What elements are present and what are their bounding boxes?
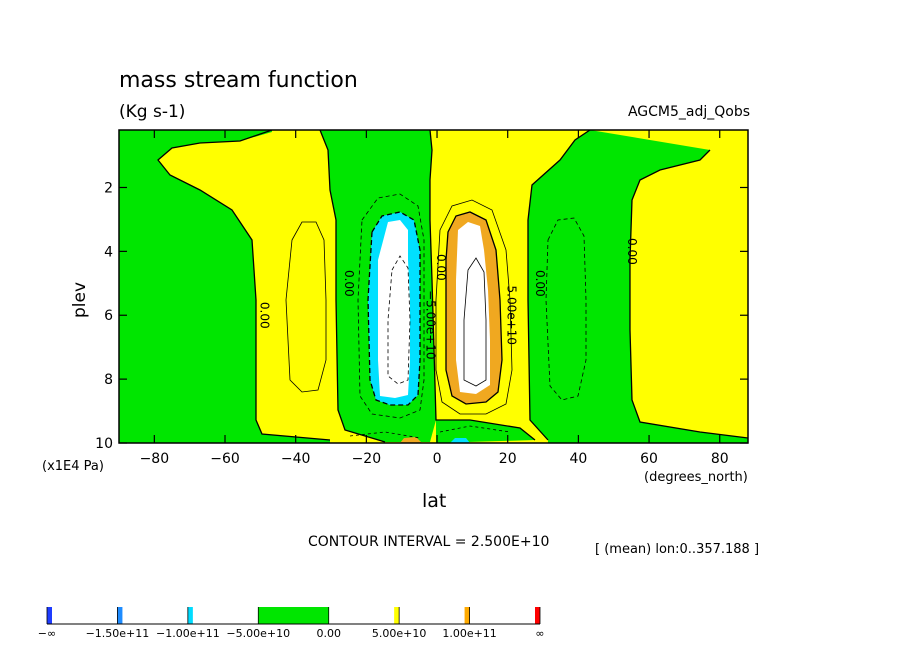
colorbar-label: ∞ bbox=[535, 627, 544, 640]
x-tick-label: −60 bbox=[210, 451, 240, 467]
contour-label: 0.00 bbox=[434, 254, 448, 281]
x-tick-label: 20 bbox=[499, 451, 517, 467]
contour-field: 0.00 0.00 0.00 0.00 0.00 −5.00e+10 5.00e+10 bbox=[119, 130, 748, 443]
y-axis-unit: (x1E4 Pa) bbox=[42, 459, 104, 474]
negative-region-sh bbox=[119, 130, 330, 443]
colorbar-label: −1.50e+11 bbox=[86, 627, 150, 640]
x-tick-label: 40 bbox=[569, 451, 587, 467]
plot-frame bbox=[118, 129, 749, 444]
contour-label: 5.00e+10 bbox=[505, 286, 519, 345]
colorbar-label: −∞ bbox=[38, 627, 56, 640]
x-axis-label: lat bbox=[422, 490, 447, 512]
mean-longitude-note: [ (mean) lon:0..357.188 ] bbox=[595, 542, 760, 557]
y-tick-label: 6 bbox=[104, 308, 113, 324]
negative-region-bottom bbox=[436, 420, 535, 443]
x-tick-label: −80 bbox=[140, 451, 170, 467]
colorbar-swatch bbox=[535, 607, 540, 624]
colorbar-swatch bbox=[394, 607, 400, 624]
sh-core bbox=[378, 220, 410, 398]
colorbar-swatch bbox=[187, 607, 193, 624]
colorbar-label: 0.00 bbox=[316, 627, 341, 640]
contour-interval: CONTOUR INTERVAL = 2.500E+10 bbox=[308, 534, 550, 550]
x-axis-ticks: −80 −60 −40 −20 0 20 40 60 80 bbox=[140, 130, 729, 467]
chart-units: (Kg s-1) bbox=[119, 102, 186, 122]
x-tick-label: 80 bbox=[711, 451, 729, 467]
x-tick-label: 60 bbox=[640, 451, 658, 467]
x-tick-label: −20 bbox=[352, 451, 382, 467]
x-axis-unit: (degrees_north) bbox=[644, 470, 748, 485]
y-tick-label: 10 bbox=[95, 436, 113, 452]
colorbar: −∞ −1.50e+11 −1.00e+11 −5.00e+10 0.00 5.00e+1… bbox=[38, 607, 545, 640]
contour-label: 0.00 bbox=[625, 238, 639, 265]
contour-label-group: 0.00 0.00 0.00 0.00 0.00 −5.00e+10 5.00e+10 bbox=[257, 238, 639, 360]
nh-core bbox=[456, 222, 490, 394]
contour-label: 0.00 bbox=[533, 270, 547, 297]
colorbar-swatch bbox=[117, 607, 123, 624]
colorbar-label: 5.00e+10 bbox=[372, 627, 426, 640]
bottom-cyan-blob bbox=[450, 438, 470, 443]
y-axis-ticks: 2 4 6 8 10 bbox=[95, 180, 748, 452]
y-tick-label: 8 bbox=[104, 372, 113, 388]
y-tick-label: 4 bbox=[104, 244, 113, 260]
y-tick-label: 2 bbox=[104, 180, 113, 196]
colorbar-swatch bbox=[464, 607, 470, 624]
negative-region-nh bbox=[528, 130, 748, 443]
contour-label: 0.00 bbox=[257, 302, 271, 329]
contour-label: −5.00e+10 bbox=[423, 290, 437, 359]
chart-title: mass stream function bbox=[119, 68, 358, 93]
colorbar-label: 1.00e+11 bbox=[442, 627, 496, 640]
contour-label: 0.00 bbox=[342, 270, 356, 297]
dataset-name: AGCM5_adj_Qobs bbox=[627, 104, 750, 120]
colorbar-label: −1.00e+11 bbox=[156, 627, 220, 640]
x-tick-label: 0 bbox=[433, 451, 442, 467]
contour-lines bbox=[157, 130, 748, 443]
x-tick-label: −40 bbox=[281, 451, 311, 467]
colorbar-swatch bbox=[47, 607, 52, 624]
bottom-orange-blob bbox=[400, 437, 422, 443]
colorbar-label: −5.00e+10 bbox=[226, 627, 290, 640]
colorbar-swatch bbox=[258, 607, 329, 624]
